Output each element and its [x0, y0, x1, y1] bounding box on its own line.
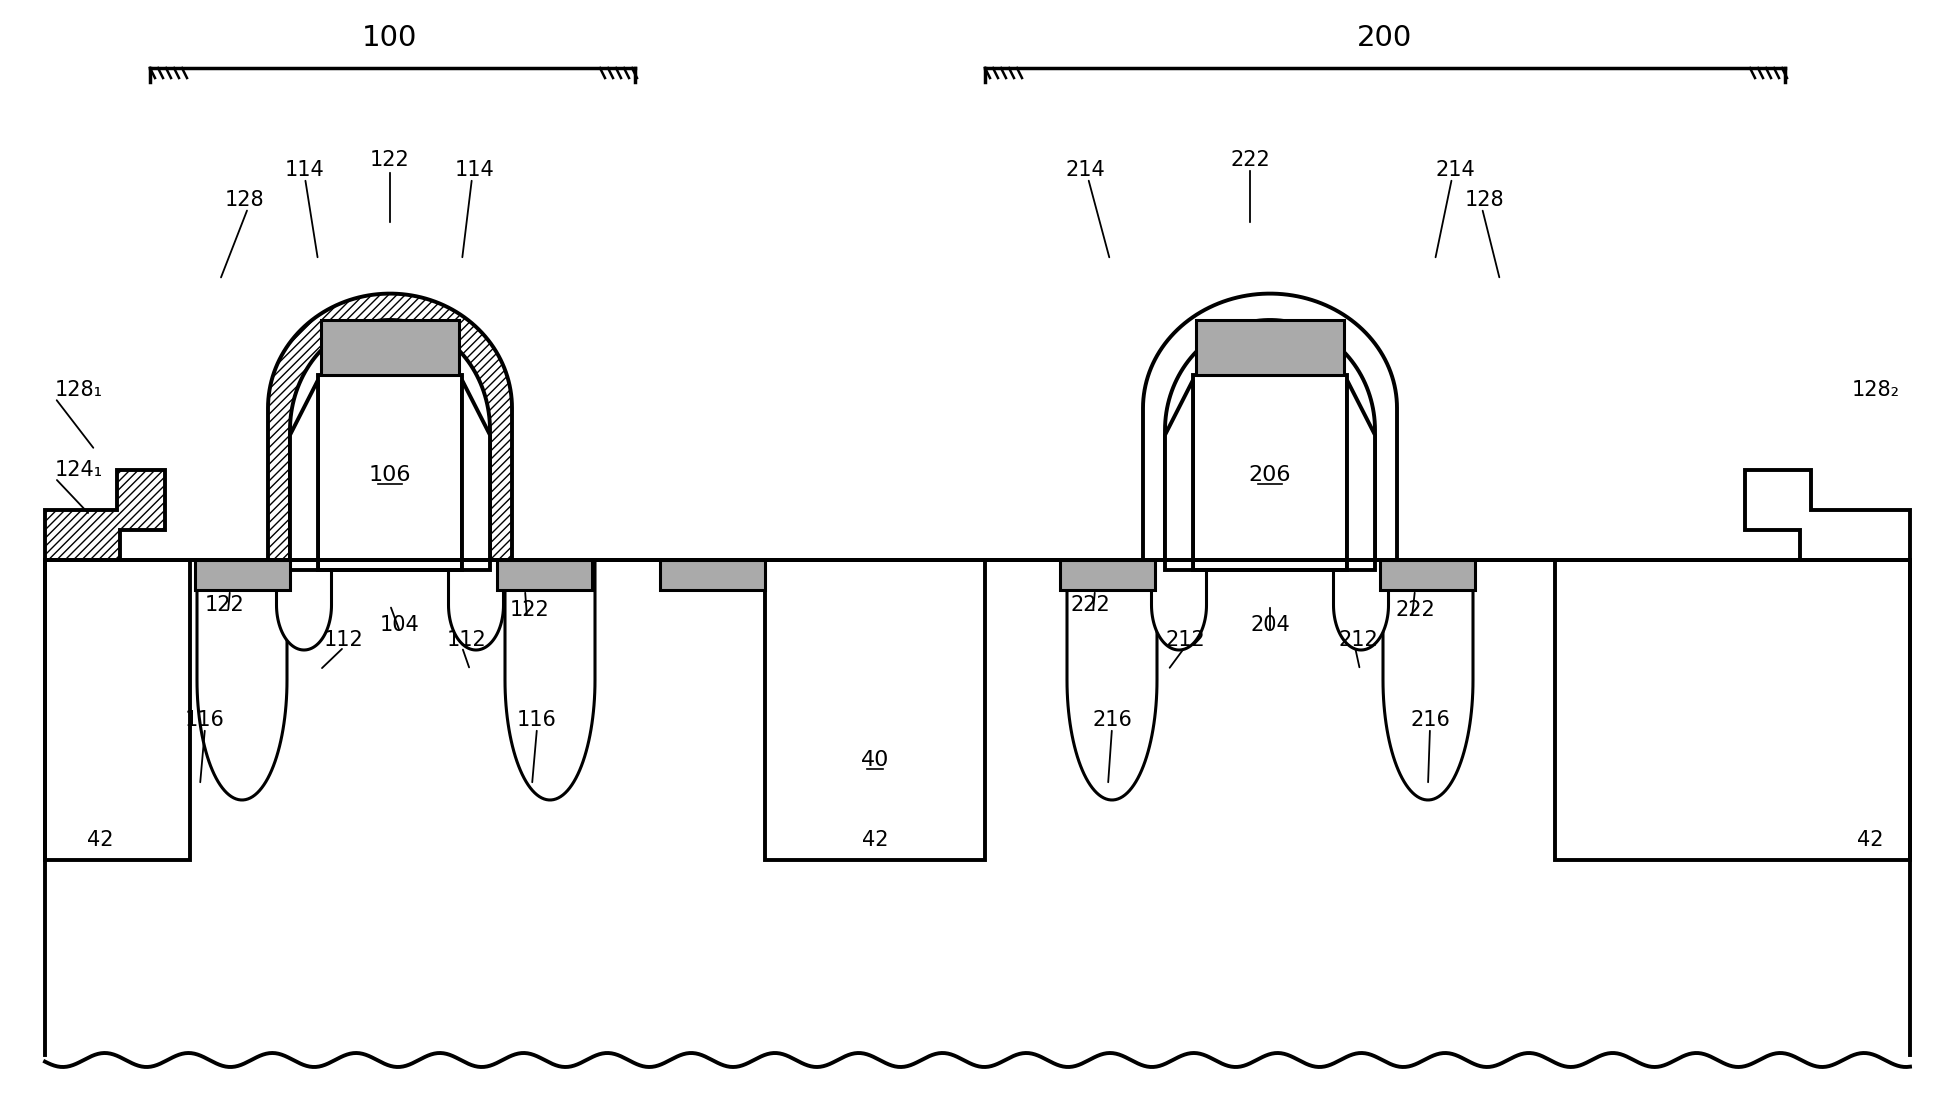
Bar — [1196, 320, 1343, 376]
Text: 200: 200 — [1357, 24, 1413, 52]
Polygon shape — [1333, 560, 1388, 650]
Polygon shape — [1144, 293, 1398, 560]
Bar — [321, 320, 459, 376]
Text: 42: 42 — [86, 830, 113, 850]
Polygon shape — [45, 560, 190, 860]
Text: 128: 128 — [1464, 190, 1505, 210]
Polygon shape — [461, 380, 491, 570]
Text: 206: 206 — [1249, 466, 1290, 486]
Polygon shape — [1382, 560, 1472, 800]
Text: 114: 114 — [285, 160, 325, 180]
Text: 222: 222 — [1396, 600, 1435, 620]
Bar — [45, 560, 1910, 1060]
Text: 112: 112 — [325, 630, 364, 650]
Text: 124₁: 124₁ — [55, 460, 104, 480]
Bar — [1060, 560, 1155, 590]
Text: 116: 116 — [186, 710, 225, 730]
Bar — [1193, 376, 1347, 570]
Text: 212: 212 — [1165, 630, 1204, 650]
Bar — [319, 376, 461, 570]
Polygon shape — [197, 560, 287, 800]
Text: 106: 106 — [369, 466, 411, 486]
Bar — [196, 560, 289, 590]
Text: 222: 222 — [1069, 595, 1110, 615]
Polygon shape — [1067, 560, 1157, 800]
Text: 204: 204 — [1249, 615, 1290, 635]
Bar — [661, 560, 764, 590]
Bar — [1380, 560, 1474, 590]
Polygon shape — [504, 560, 594, 800]
Text: 40: 40 — [860, 750, 890, 770]
Text: 214: 214 — [1065, 160, 1105, 180]
Text: 128₂: 128₂ — [1851, 380, 1900, 400]
Polygon shape — [268, 293, 512, 560]
Polygon shape — [276, 560, 332, 650]
Text: 122: 122 — [205, 595, 244, 615]
Text: 114: 114 — [456, 160, 495, 180]
Text: 104: 104 — [379, 615, 420, 635]
Text: 216: 216 — [1093, 710, 1132, 730]
Text: 216: 216 — [1410, 710, 1451, 730]
Text: 42: 42 — [862, 830, 888, 850]
Text: 100: 100 — [362, 24, 418, 52]
Polygon shape — [1746, 470, 1910, 560]
Text: 112: 112 — [448, 630, 487, 650]
Polygon shape — [45, 470, 164, 560]
Text: 116: 116 — [516, 710, 557, 730]
Polygon shape — [1554, 560, 1910, 860]
Polygon shape — [289, 380, 319, 570]
Text: 122: 122 — [369, 150, 411, 170]
Text: 128₁: 128₁ — [55, 380, 104, 400]
Polygon shape — [764, 560, 985, 860]
Polygon shape — [1165, 380, 1193, 570]
Text: 122: 122 — [510, 600, 549, 620]
Polygon shape — [448, 560, 504, 650]
Polygon shape — [1151, 560, 1206, 650]
Text: 212: 212 — [1337, 630, 1378, 650]
Text: 128: 128 — [225, 190, 264, 210]
Polygon shape — [1347, 380, 1374, 570]
Text: 222: 222 — [1230, 150, 1271, 170]
Text: 42: 42 — [1857, 830, 1883, 850]
Text: 214: 214 — [1435, 160, 1474, 180]
Bar — [497, 560, 592, 590]
